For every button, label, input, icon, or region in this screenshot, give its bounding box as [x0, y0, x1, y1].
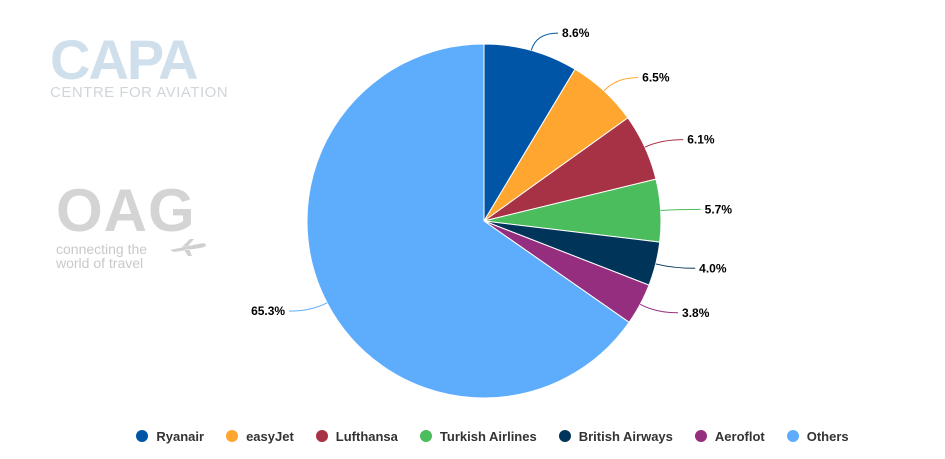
- connector-ryanair: [530, 32, 559, 51]
- legend-item-others[interactable]: Others: [786, 426, 849, 446]
- data-label-turkish-airlines: 5.7%: [705, 202, 733, 216]
- chart-legend: Ryanair easyJet Lufthansa Turkish Airlines B…: [0, 426, 945, 446]
- data-label-lufthansa: 6.1%: [687, 133, 715, 147]
- legend-label: British Airways: [578, 428, 673, 444]
- data-label-others: 65.3%: [251, 304, 285, 318]
- legend-swatch: [786, 430, 799, 442]
- connector-aeroflot: [639, 303, 679, 314]
- data-label-british-airways: 4.0%: [699, 261, 727, 275]
- legend-item-ryanair[interactable]: Ryanair: [136, 426, 204, 446]
- connector-lufthansa: [644, 139, 684, 148]
- legend-label: Lufthansa: [335, 428, 398, 444]
- legend-item-aeroflot[interactable]: Aeroflot: [694, 426, 765, 446]
- legend-item-turkish-airlines[interactable]: Turkish Airlines: [419, 426, 537, 446]
- connector-easyjet: [603, 77, 639, 92]
- pie-slice-others[interactable]: [306, 43, 630, 399]
- data-labels: 8.6% 6.5% 6.1% 5.7% 4.0% 3.8% 65.3%: [251, 26, 732, 320]
- airplane-icon: [170, 239, 206, 256]
- data-label-easyjet: 6.5%: [642, 71, 670, 85]
- pie-slices: [306, 43, 662, 399]
- connector-others: [289, 302, 328, 312]
- connector-british-airways: [655, 263, 696, 269]
- legend-swatch: [136, 430, 149, 442]
- legend-label: Turkish Airlines: [439, 428, 537, 444]
- legend-item-british-airways[interactable]: British Airways: [558, 426, 673, 446]
- legend-label: Others: [806, 428, 849, 444]
- capa-logo-text: CAPA: [50, 28, 199, 91]
- legend-swatch: [419, 430, 432, 442]
- connector-turkish-airlines: [660, 208, 701, 211]
- legend-item-lufthansa[interactable]: Lufthansa: [315, 426, 398, 446]
- legend-swatch: [315, 430, 328, 442]
- oag-logo: OAG connecting the world of travel: [56, 177, 196, 271]
- oag-logo-tagline: connecting the world of travel: [56, 241, 148, 271]
- legend-swatch: [558, 430, 571, 442]
- legend-label: Aeroflot: [714, 428, 765, 444]
- legend-swatch: [694, 430, 707, 442]
- pie-slice-ryanair[interactable]: [483, 43, 576, 223]
- data-label-ryanair: 8.6%: [562, 26, 590, 40]
- data-label-aeroflot: 3.8%: [682, 306, 710, 320]
- capa-logo: CAPA CENTRE FOR AVIATION: [50, 28, 229, 102]
- capa-logo-subtitle: CENTRE FOR AVIATION: [50, 84, 229, 101]
- legend-item-easyjet[interactable]: easyJet: [226, 426, 294, 446]
- oag-logo-text: OAG: [56, 177, 196, 244]
- legend-label: Ryanair: [156, 428, 205, 444]
- legend-swatch: [226, 430, 239, 442]
- label-connectors: [289, 32, 701, 314]
- legend-label: easyJet: [246, 428, 294, 444]
